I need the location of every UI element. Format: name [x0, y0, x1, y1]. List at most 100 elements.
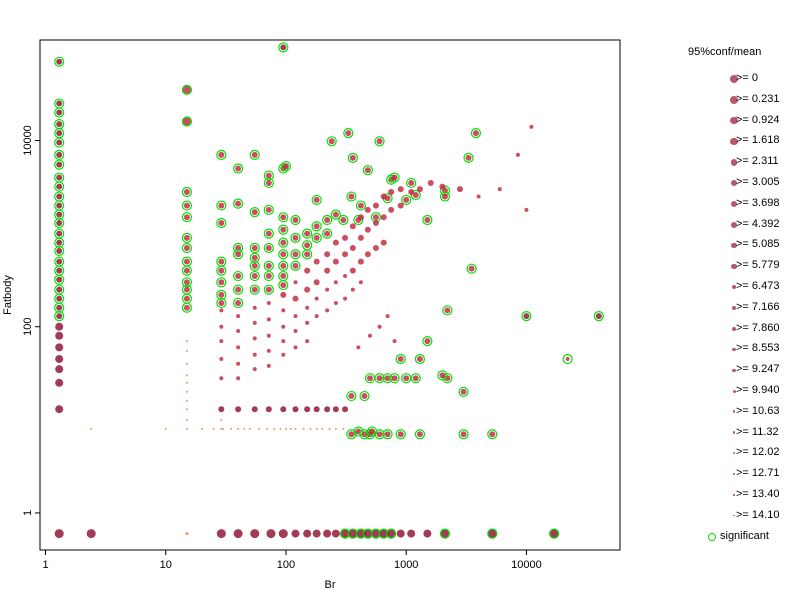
significant-marker — [181, 116, 193, 127]
data-point — [55, 331, 64, 340]
legend-entry-label: >= 0.231 — [736, 92, 780, 105]
data-point — [56, 161, 63, 168]
legend-dot — [730, 200, 738, 207]
data-point — [237, 427, 240, 430]
significant-marker — [521, 311, 532, 322]
significant-marker — [439, 528, 451, 539]
significant-marker — [233, 270, 244, 282]
data-point — [292, 406, 299, 413]
significant-marker — [346, 390, 357, 402]
data-point — [281, 324, 286, 329]
significant-marker — [362, 165, 373, 176]
data-point — [313, 196, 320, 203]
data-point — [251, 406, 258, 413]
data-point — [412, 375, 419, 382]
significant-marker — [263, 177, 274, 189]
legend-dot — [730, 116, 738, 125]
significant-marker — [181, 84, 193, 95]
significant-marker — [216, 277, 227, 288]
data-point — [218, 291, 225, 298]
significant-marker — [414, 353, 426, 365]
data-point — [56, 130, 63, 137]
data-point — [251, 209, 258, 216]
data-point — [235, 251, 242, 258]
data-point — [183, 295, 190, 302]
data-point — [266, 300, 271, 305]
data-point — [416, 186, 423, 193]
x-axis: 1 10 100 1000 10000 — [42, 550, 542, 571]
legend-entry-label: >= 11.32 — [736, 425, 779, 438]
significant-marker — [249, 252, 260, 263]
data-point — [218, 267, 225, 274]
data-point — [280, 262, 287, 269]
x-tick-label: 1000 — [394, 559, 418, 571]
legend-entry-label: >= 3.698 — [736, 196, 780, 209]
significant-marker — [389, 172, 400, 183]
legend: 95%conf/mean >= 0 >= 0.231 >= 0.924 >= 1.61… — [672, 40, 800, 560]
data-point — [321, 427, 324, 430]
data-point — [387, 529, 396, 538]
data-point — [342, 234, 349, 241]
significant-marker — [54, 274, 65, 285]
scatter-chart: 1 10 100 1000 10000 1 100 10000 Br Fatbody — [2, 39, 621, 591]
significant-marker — [54, 237, 65, 248]
data-point — [219, 324, 224, 329]
significant-marker — [54, 107, 65, 118]
data-point — [424, 216, 431, 223]
data-point — [220, 418, 223, 421]
data-point — [388, 188, 395, 195]
significant-marker — [54, 137, 65, 148]
data-point — [236, 328, 241, 333]
significant-marker — [54, 302, 65, 313]
significant-marker — [278, 279, 289, 291]
data-point — [377, 324, 382, 329]
data-point — [376, 431, 383, 438]
data-point — [55, 405, 64, 414]
data-point — [332, 239, 339, 246]
data-point — [218, 202, 225, 209]
data-point — [266, 427, 269, 430]
data-point — [251, 254, 258, 261]
y-tick-label: 10000 — [22, 125, 34, 156]
data-point — [342, 427, 345, 430]
data-point — [183, 286, 190, 293]
data-point — [266, 317, 271, 322]
x-axis-label: Br — [325, 579, 336, 591]
data-point — [212, 427, 215, 430]
significant-marker — [290, 260, 301, 271]
significant-marker — [54, 217, 65, 229]
data-point — [465, 154, 472, 161]
legend-entry-label: >= 9.940 — [736, 384, 780, 396]
data-point — [235, 200, 242, 207]
data-point — [235, 273, 242, 280]
data-point — [343, 296, 348, 301]
data-point — [313, 279, 320, 286]
data-point — [183, 245, 190, 252]
data-point — [524, 207, 529, 212]
significant-marker — [263, 270, 274, 282]
significant-marker — [463, 152, 474, 164]
significant-marker — [263, 228, 274, 239]
data-point — [476, 194, 481, 199]
data-point — [220, 427, 223, 430]
legend-dot — [732, 368, 736, 372]
data-point — [397, 186, 404, 193]
data-point — [292, 251, 299, 258]
data-point — [349, 267, 356, 274]
data-point — [55, 343, 64, 352]
data-point — [515, 152, 520, 157]
data-point — [342, 251, 349, 258]
data-point — [185, 418, 188, 421]
data-point — [280, 282, 287, 289]
data-point — [266, 529, 276, 539]
data-point — [349, 223, 356, 230]
significant-legend-icon — [708, 532, 716, 541]
data-point — [348, 431, 355, 438]
significant-marker — [54, 149, 65, 161]
data-point — [86, 529, 96, 539]
data-point — [279, 427, 282, 430]
data-point — [357, 234, 364, 241]
data-point — [251, 151, 258, 158]
significant-marker — [233, 198, 244, 209]
data-point — [278, 529, 288, 539]
